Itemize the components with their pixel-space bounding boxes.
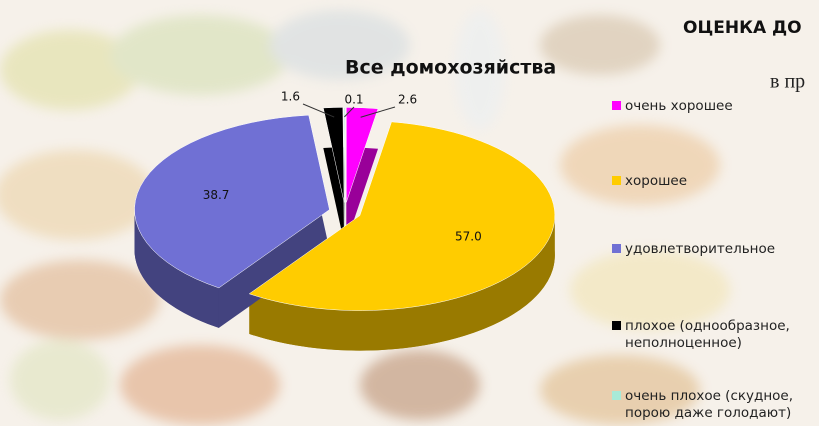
data-label: 0.1 [344, 93, 363, 107]
legend-item: плохое (однообразное, неполноценное) [612, 318, 819, 352]
pie-slice [248, 121, 556, 311]
pie-slice [134, 114, 330, 289]
legend-swatch [612, 101, 621, 110]
leader-line [344, 106, 355, 118]
pie-slice-side [249, 215, 555, 351]
data-label: 57.0 [455, 229, 482, 243]
legend-item: удовлетворительное [612, 241, 819, 258]
leader-line [360, 106, 396, 118]
pie-slice [346, 107, 379, 203]
legend-label: очень плохое (скудное, порою даже голода… [625, 388, 794, 421]
pie-labels: 2.6 57.0 38.7 1.6 0.1 [203, 90, 482, 244]
background [0, 10, 730, 425]
legend-swatch [612, 321, 621, 330]
pie-slice [343, 107, 346, 203]
data-label: 2.6 [398, 93, 417, 107]
legend-swatch [612, 244, 621, 253]
legend-label: хорошее [625, 173, 688, 189]
legend-item: хорошее [612, 173, 819, 190]
legend-label: удовлетворительное [625, 241, 776, 257]
legend-label: очень хорошее [625, 98, 733, 114]
header-title: ОЦЕНКА ДО [683, 18, 802, 38]
data-label: 1.6 [281, 90, 300, 104]
pie-tops [134, 107, 556, 311]
header-subtitle: в пр [770, 71, 805, 93]
legend-item: очень хорошее [612, 98, 819, 115]
legend-item: очень плохое (скудное, порою даже голода… [612, 388, 819, 422]
legend-swatch [612, 391, 621, 400]
chart-title: Все домохозяйства [345, 57, 556, 79]
legend-swatch [612, 176, 621, 185]
data-label: 38.7 [203, 188, 230, 202]
leader-line [302, 103, 335, 118]
legend-label: плохое (однообразное, неполноценное) [625, 318, 790, 351]
pie-slice [322, 107, 345, 203]
